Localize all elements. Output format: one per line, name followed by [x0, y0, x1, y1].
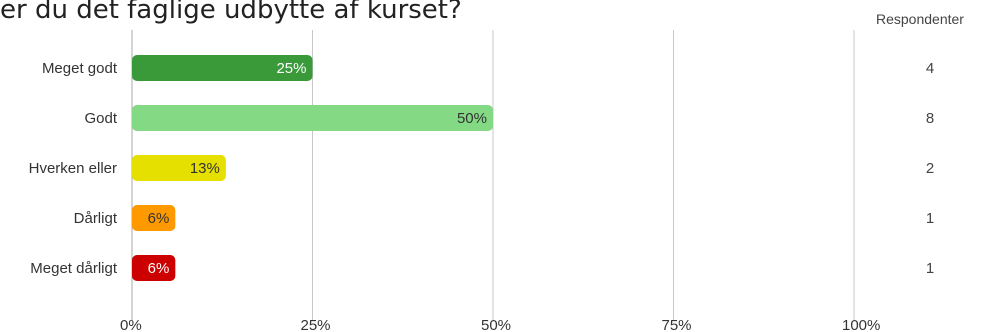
- x-tick-label: 25%: [301, 317, 331, 332]
- respondent-count: 1: [926, 260, 934, 277]
- data-label: 6%: [148, 260, 170, 277]
- category-label: Meget godt: [42, 60, 118, 77]
- x-tick-label: 75%: [662, 317, 692, 332]
- x-tick-label: 100%: [842, 317, 880, 332]
- category-label: Meget dårligt: [30, 260, 118, 277]
- category-label: Hverken eller: [29, 160, 117, 177]
- data-label: 50%: [457, 110, 487, 127]
- bar: [132, 55, 313, 81]
- respondent-count: 1: [926, 210, 934, 227]
- bars-group: [132, 55, 493, 281]
- bar: [132, 205, 176, 231]
- category-label: Godt: [84, 110, 117, 127]
- chart-title: er du det faglige udbytte af kurset?: [0, 0, 462, 25]
- respondent-count: 4: [926, 60, 934, 77]
- data-label: 13%: [190, 160, 220, 177]
- category-label: Dårligt: [74, 210, 118, 227]
- respondents-header: Respondenter: [876, 11, 964, 27]
- data-label: 25%: [276, 60, 306, 77]
- bar: [132, 155, 226, 181]
- bar: [132, 105, 493, 131]
- x-tick-labels: 0% 25% 50% 75% 100%: [120, 317, 880, 332]
- respondent-counts: 4 8 2 1 1: [926, 60, 934, 277]
- data-labels: 25% 50% 13% 6% 6%: [148, 60, 487, 277]
- respondent-count: 8: [926, 110, 934, 127]
- x-tick-label: 50%: [481, 317, 511, 332]
- bar: [132, 255, 176, 281]
- data-label: 6%: [148, 210, 170, 227]
- category-labels: Meget godt Godt Hverken eller Dårligt Meget …: [29, 60, 118, 277]
- x-tick-label: 0%: [120, 317, 142, 332]
- respondent-count: 2: [926, 160, 934, 177]
